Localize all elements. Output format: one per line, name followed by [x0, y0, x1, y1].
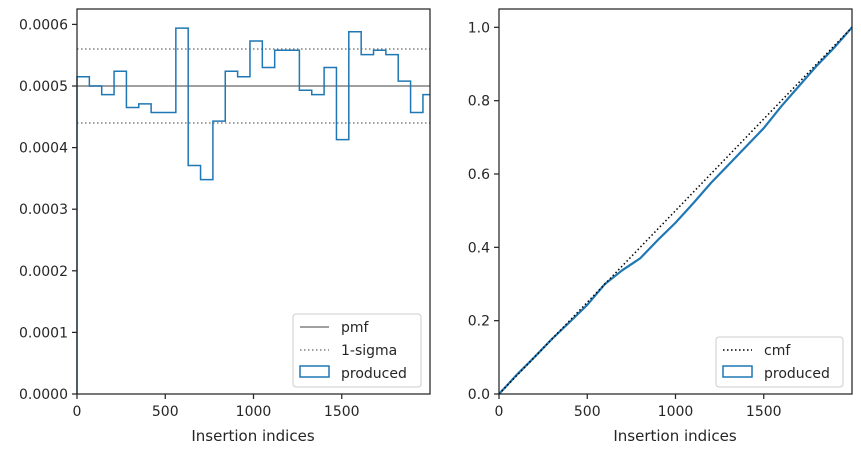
histogram-y-ticks: 0.0000 0.0001 0.0002 0.0003 0.0004 0.0005 0.00…	[19, 17, 77, 403]
legend-label-cmf: cmf	[764, 343, 791, 359]
histogram-x-tick-label: 500	[152, 404, 179, 420]
legend-label-produced-left: produced	[341, 366, 407, 382]
cumulative-plot-area	[499, 9, 852, 394]
legend-swatch-produced-right	[722, 365, 753, 378]
histogram-legend: pmf 1-sigma produced	[292, 313, 422, 388]
histogram-y-tick-label: 0.0006	[19, 17, 68, 33]
histogram-y-tick-label: 0.0005	[19, 79, 68, 95]
cumulative-x-tick-label: 0	[495, 404, 504, 420]
legend-swatch-produced-left	[299, 365, 330, 378]
cumulative-y-tick-label: 0.2	[468, 314, 490, 330]
cumulative-y-tick-label: 0.8	[468, 94, 490, 110]
cumulative-x-tick-label: 1000	[658, 404, 694, 420]
histogram-x-ticks: 0 500 1000 1500	[73, 394, 360, 420]
histogram-reference-lines	[77, 48, 430, 124]
histogram-x-tick-label: 1500	[324, 404, 360, 420]
histogram-panel: 0 500 1000 1500 0.00000.00010.00020.00030.0…	[19, 8, 431, 445]
histogram-x-axis-label: Insertion indices	[191, 427, 314, 445]
cumulative-y-tick-label: 0.0	[468, 387, 490, 403]
histogram-y-tick-label: 0.0000	[19, 387, 68, 403]
cumulative-panel: 0 500 1000 1500 0.0 0.2 0.4 0.6 0.8 1.0 Insertio…	[468, 8, 853, 445]
cumulative-x-tick-label: 500	[574, 404, 601, 420]
histogram-y-tick-label: 0.0001	[19, 325, 68, 341]
cumulative-x-axis-label: Insertion indices	[613, 427, 736, 445]
histogram-series	[76, 27, 430, 394]
cumulative-x-tick-label: 1500	[746, 404, 782, 420]
legend-label-pmf: pmf	[341, 320, 370, 336]
histogram-y-tick-label: 0.0002	[19, 264, 68, 280]
cumulative-legend: cmf produced	[715, 336, 844, 388]
histogram-y-tick-label: 0.0004	[19, 141, 68, 157]
cumulative-x-ticks: 0 500 1000 1500	[495, 394, 782, 420]
histogram-x-tick-label: 0	[73, 404, 82, 420]
cumulative-y-tick-label: 0.6	[468, 167, 490, 183]
histogram-step-produced	[76, 27, 430, 394]
histogram-y-tick-label: 0.0003	[19, 202, 68, 218]
histogram-x-tick-label: 1000	[236, 404, 272, 420]
cumulative-y-tick-label: 0.4	[468, 240, 490, 256]
cumulative-y-tick-label: 1.0	[468, 20, 490, 36]
histogram-legend-box	[292, 313, 422, 388]
cumulative-line-cmf	[498, 26, 853, 395]
cumulative-y-ticks: 0.0 0.2 0.4 0.6 0.8 1.0	[468, 20, 499, 403]
legend-label-produced-right: produced	[764, 366, 830, 382]
cumulative-series	[498, 26, 853, 395]
legend-label-1-sigma: 1-sigma	[341, 343, 397, 359]
